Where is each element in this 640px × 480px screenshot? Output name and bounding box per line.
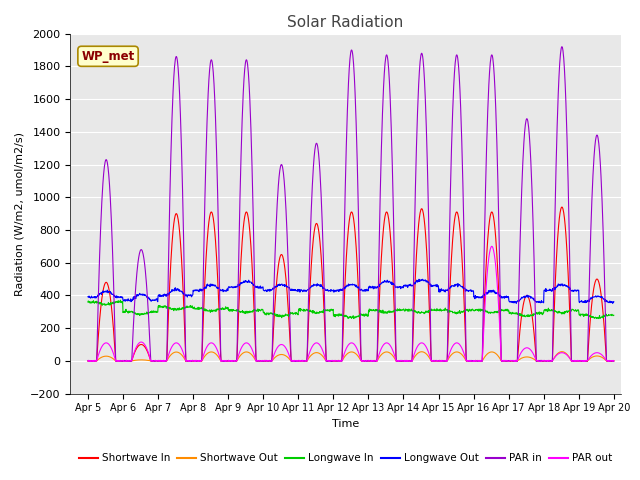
X-axis label: Time: Time [332,419,359,429]
Title: Solar Radiation: Solar Radiation [287,15,404,30]
Y-axis label: Radiation (W/m2, umol/m2/s): Radiation (W/m2, umol/m2/s) [15,132,24,296]
Text: WP_met: WP_met [81,50,134,63]
Legend: Shortwave In, Shortwave Out, Longwave In, Longwave Out, PAR in, PAR out: Shortwave In, Shortwave Out, Longwave In… [75,449,616,468]
